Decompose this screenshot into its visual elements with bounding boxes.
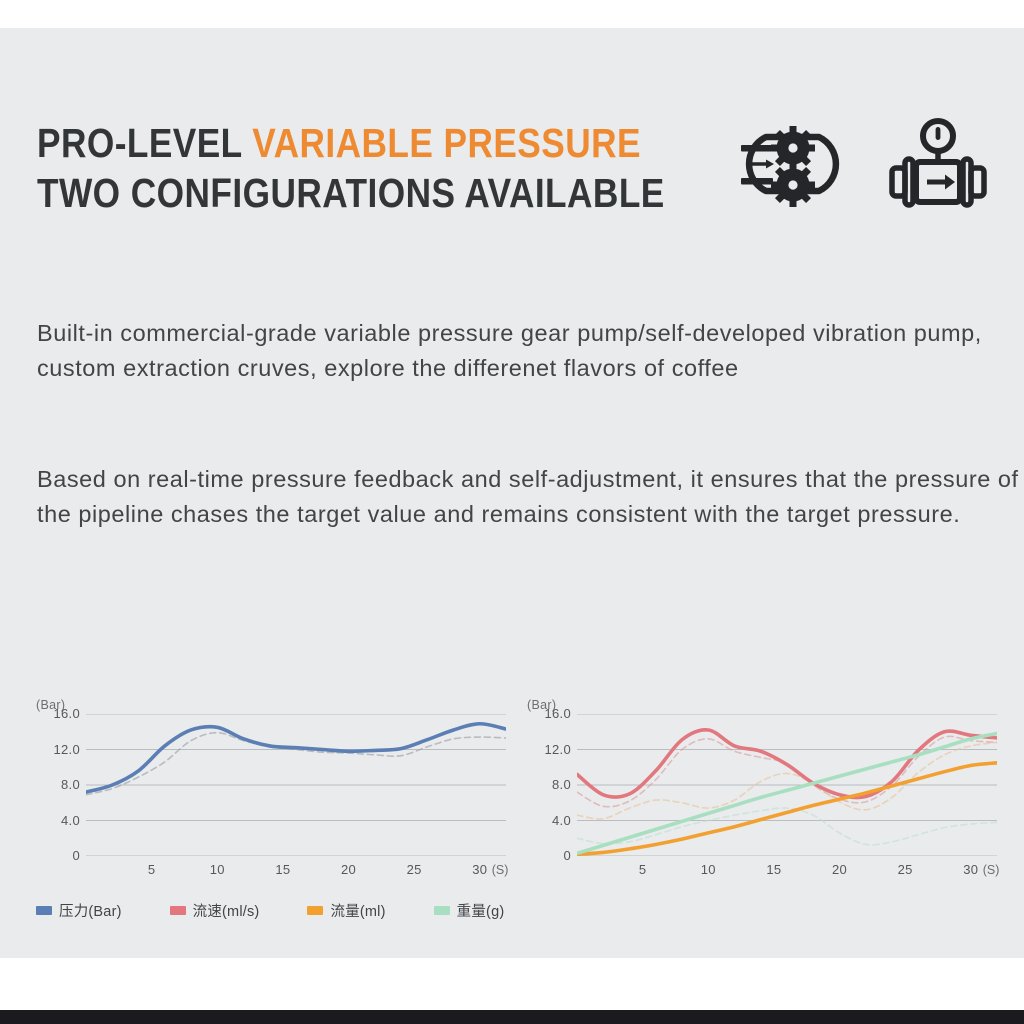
bottom-bar bbox=[0, 1010, 1024, 1024]
x-axis-tick-label: 20 bbox=[340, 862, 357, 877]
body-paragraph-2: Based on real-time pressure feedback and… bbox=[37, 466, 1019, 527]
series-line bbox=[577, 735, 997, 808]
body-paragraph-1: Built-in commercial-grade variable press… bbox=[37, 320, 982, 381]
series-line bbox=[577, 761, 997, 856]
y-axis-tick-label: 16.0 bbox=[53, 706, 80, 721]
x-axis-tick-label: 15 bbox=[275, 862, 291, 877]
y-axis-tick-label: 12.0 bbox=[53, 741, 80, 757]
legend-swatch-icon bbox=[307, 906, 324, 915]
x-axis-unit-label: (S) bbox=[491, 863, 509, 877]
y-axis-tick-label: 4.0 bbox=[61, 812, 80, 828]
series-line bbox=[86, 731, 506, 796]
legend-swatch-icon bbox=[36, 906, 52, 915]
chart-left-plot bbox=[86, 714, 506, 856]
x-axis-tick-label: 10 bbox=[700, 862, 716, 877]
y-axis-tick-label: 16.0 bbox=[544, 706, 571, 721]
feature-icons bbox=[735, 112, 993, 217]
legend-item-0: 压力(Bar) bbox=[36, 900, 122, 921]
series-line bbox=[577, 731, 997, 856]
y-axis-tick-label: 0 bbox=[563, 848, 571, 863]
chart-right-y-unit: (Bar) bbox=[527, 698, 557, 712]
x-axis-tick-label: 5 bbox=[147, 862, 156, 877]
chart-right-plot bbox=[577, 714, 997, 856]
chart-flow-right: (Bar) 16.0 12.0 8.0 4.0 0 5 10 15 20 25 30 (S) bbox=[527, 698, 1007, 877]
y-axis-tick-label: 12.0 bbox=[544, 741, 571, 757]
legend-label: 压力(Bar) bbox=[59, 904, 122, 920]
x-axis-tick-label: 25 bbox=[897, 862, 913, 877]
x-axis-tick-label: 20 bbox=[831, 862, 848, 877]
y-axis-tick-label: 4.0 bbox=[552, 812, 571, 828]
y-axis-tick-label: 8.0 bbox=[61, 777, 80, 792]
legend-item-1: 流速(ml/s) bbox=[169, 900, 260, 921]
x-axis-tick-label: 10 bbox=[209, 862, 225, 877]
series-line bbox=[577, 807, 997, 846]
y-axis-tick-label: 0 bbox=[72, 848, 80, 863]
legend-label: 重量(g) bbox=[456, 904, 505, 920]
x-axis-tick-label: 30 bbox=[963, 862, 979, 877]
legend-item-3: 重量(g) bbox=[433, 900, 505, 921]
series-line bbox=[577, 728, 997, 800]
headline-line-2: TWO CONFIGURATIONS AVAILABLE bbox=[37, 170, 665, 216]
gear-pump-icon bbox=[741, 126, 840, 207]
x-axis-unit-label: (S) bbox=[982, 863, 1000, 877]
headline-line-1: PRO-LEVEL VARIABLE PRESSURE bbox=[37, 118, 641, 168]
legend-swatch-icon bbox=[433, 906, 450, 915]
chart-legend: 压力(Bar) 流速(ml/s) 流量(ml) 重量(g) bbox=[36, 900, 504, 921]
x-axis-tick-label: 15 bbox=[766, 862, 782, 877]
x-axis-tick-label: 5 bbox=[638, 862, 647, 877]
y-axis-tick-label: 8.0 bbox=[552, 777, 571, 792]
headline-accent-text: VARIABLE PRESSURE bbox=[252, 120, 641, 166]
chart-left-y-unit: (Bar) bbox=[36, 698, 66, 712]
legend-swatch-icon bbox=[169, 906, 186, 915]
headline-plain-text: PRO-LEVEL bbox=[37, 120, 253, 166]
legend-item-2: 流量(ml) bbox=[307, 900, 385, 921]
x-axis-tick-label: 30 bbox=[472, 862, 488, 877]
legend-label: 流量(ml) bbox=[330, 904, 386, 920]
series-line bbox=[577, 741, 997, 820]
flow-meter-icon bbox=[889, 118, 987, 208]
legend-label: 流速(ml/s) bbox=[192, 904, 260, 920]
page-title: PRO-LEVEL VARIABLE PRESSURE TWO CONFIGUR… bbox=[37, 118, 717, 218]
series-line bbox=[86, 721, 506, 794]
chart-pressure-left: (Bar) 16.0 12.0 8.0 4.0 0 5 10 15 20 25 30 (S) bbox=[36, 698, 508, 877]
x-axis-tick-label: 25 bbox=[406, 862, 422, 877]
